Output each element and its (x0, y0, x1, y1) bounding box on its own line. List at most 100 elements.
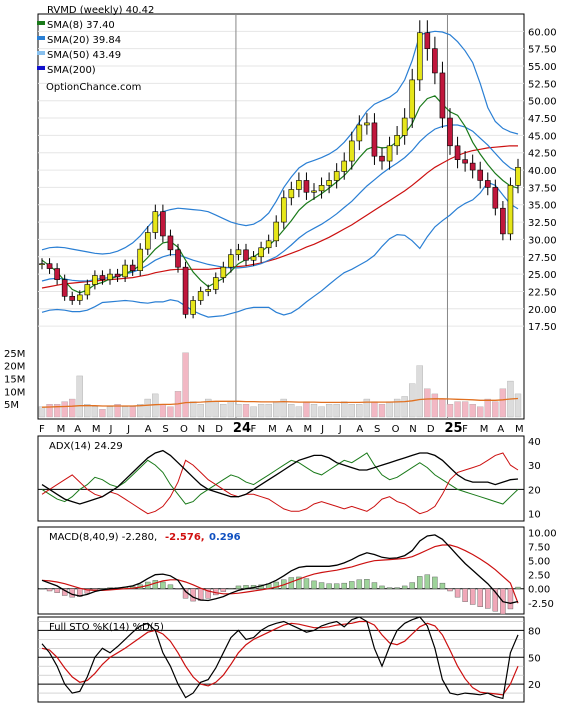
volume-bar (189, 401, 197, 418)
x-tick-label: J (126, 424, 130, 435)
price-tick-label: 52.50 (528, 79, 557, 90)
macd-signal-line (41, 544, 519, 604)
candle-body (129, 264, 136, 271)
volume-bar (212, 401, 219, 418)
candle-body (469, 162, 476, 171)
price-tick-label: 47.50 (528, 114, 557, 125)
volume-bar (469, 404, 476, 418)
price-legend: RVMD (weekly) 40.42 SMA(8) 37.40 SMA(20) 3… (37, 5, 154, 76)
macd-histogram-bar (394, 587, 400, 589)
price-tick-label: 17.50 (528, 322, 557, 333)
candle-body (250, 256, 257, 261)
macd-histogram-bar (409, 582, 415, 589)
candle-body (265, 240, 272, 249)
candle-body (76, 294, 83, 301)
macd-histogram-bar (160, 581, 166, 589)
x-tick-label: O (392, 424, 400, 435)
candle-body (258, 247, 264, 258)
x-tick-label: S (374, 424, 380, 435)
x-tick-label: A (145, 424, 152, 435)
candle-body (175, 249, 181, 268)
candle-body (61, 279, 68, 297)
volume-bar (461, 401, 469, 418)
volume-bar (182, 352, 189, 418)
volume-bar (273, 401, 280, 418)
volume-bar (356, 404, 363, 418)
macd-histogram-bar (333, 583, 340, 589)
adx-tick-label: 30 (528, 461, 541, 472)
candle-body (160, 211, 166, 237)
macd-histogram-bar (386, 587, 393, 589)
volume-tick-label: 5M (4, 400, 19, 411)
candle-body (424, 32, 431, 49)
candle-body (137, 248, 144, 271)
x-tick-label: J (109, 424, 113, 435)
volume-bar (242, 404, 250, 418)
macd-histogram-bar (485, 588, 491, 609)
candle-body (84, 284, 91, 296)
price-panel-frame (37, 13, 525, 420)
macd-histogram-bar (175, 588, 181, 590)
x-tick-label: D (427, 424, 435, 435)
volume-bar (144, 398, 151, 418)
volume-bar (371, 401, 378, 418)
x-tick-label: 24 (233, 421, 251, 436)
volume-bar (91, 406, 99, 418)
x-tick-label: N (198, 424, 205, 435)
candle-body (212, 277, 219, 290)
volume-bar (341, 401, 348, 418)
x-tick-label: M (515, 424, 524, 435)
macd-histogram-bar (356, 579, 363, 589)
candle-body (288, 189, 295, 199)
volume-tick-label: 20M (4, 362, 25, 373)
volume-bar (288, 404, 295, 418)
sto-tick-label: 20 (528, 680, 541, 691)
x-tick-label: M (303, 424, 312, 435)
macd-histogram-bar (515, 586, 521, 589)
candle-body (228, 254, 234, 268)
x-tick-label: M (57, 424, 66, 435)
volume-average (41, 397, 519, 408)
candle-body (39, 263, 45, 266)
legend-swatch (37, 51, 45, 55)
volume-bar (318, 406, 325, 418)
adx-tick-label: 20 (528, 485, 541, 496)
x-tick-label: O (180, 424, 188, 435)
candle-body (205, 289, 212, 292)
adx-tick-label: 10 (528, 510, 541, 521)
volume-bar (484, 398, 491, 418)
legend-swatch (37, 36, 45, 40)
bollinger-bands (41, 30, 519, 318)
macd-histogram-bar (379, 585, 385, 589)
candle-body (182, 266, 189, 315)
macd-hist-label: 0.296 (209, 532, 241, 543)
sma50-line (41, 145, 519, 289)
volume-tick-label: 25M (4, 349, 25, 360)
volume-bar (499, 388, 507, 418)
candle-body (492, 187, 499, 209)
candle-body (69, 296, 76, 301)
macd-histogram-bar (190, 588, 196, 602)
candle-body (303, 180, 310, 193)
bollinger-upper-line (41, 30, 519, 255)
macd-histogram-bar (424, 574, 431, 589)
volume-bar (235, 404, 242, 418)
price-tick-label: 45.00 (528, 131, 557, 142)
candle-body (341, 160, 348, 172)
legend-label: SMA(8) 37.40 (47, 20, 115, 31)
x-tick-label: M (92, 424, 101, 435)
x-tick-label: S (162, 424, 168, 435)
volume-bar (325, 404, 333, 418)
macd-histogram-bar (273, 581, 279, 589)
candle-body (167, 235, 174, 251)
sto-label: Full STO %K(14) %D(5) (49, 622, 164, 633)
volume-bar (114, 404, 121, 418)
candle-body (144, 232, 151, 250)
volume-bar (333, 404, 340, 418)
macd-histogram-bar (228, 587, 234, 589)
candle-body (507, 185, 514, 235)
legend-swatch (37, 21, 45, 25)
price-grid (38, 14, 524, 419)
